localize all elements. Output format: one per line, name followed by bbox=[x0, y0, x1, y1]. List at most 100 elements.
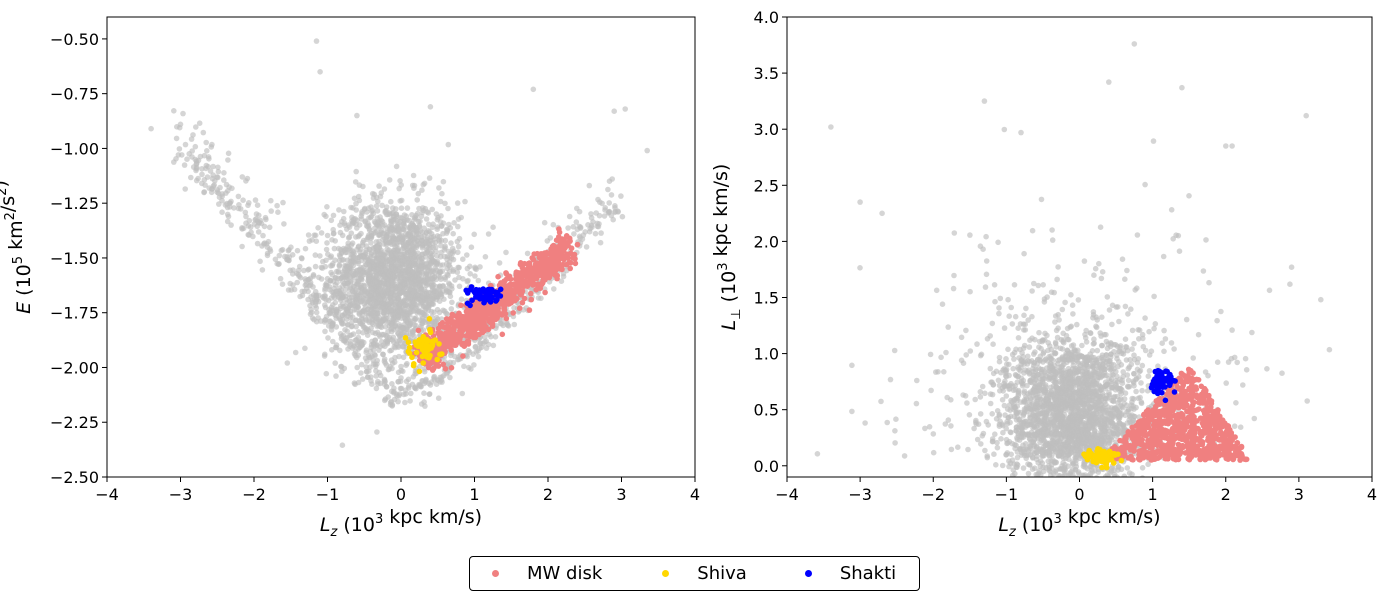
halo-point bbox=[373, 368, 379, 374]
halo-point bbox=[503, 249, 509, 256]
halo-point bbox=[235, 205, 242, 212]
halo-point bbox=[227, 204, 233, 210]
halo-point bbox=[1102, 547, 1108, 553]
halo-point bbox=[379, 303, 386, 310]
halo-point bbox=[363, 364, 370, 370]
halo-point bbox=[1094, 347, 1101, 354]
halo-point bbox=[404, 253, 411, 259]
halo-point bbox=[235, 193, 242, 200]
mw-disk-point bbox=[554, 244, 560, 250]
halo-point bbox=[323, 257, 329, 264]
halo-point bbox=[344, 272, 351, 278]
halo-point bbox=[392, 322, 399, 328]
halo-point bbox=[336, 262, 343, 268]
halo-point bbox=[434, 224, 441, 230]
halo-point bbox=[998, 436, 1004, 442]
halo-point bbox=[333, 306, 339, 313]
shiva-point bbox=[413, 349, 420, 356]
halo-point bbox=[450, 267, 457, 273]
halo-point bbox=[423, 269, 430, 276]
mw-disk-point bbox=[528, 296, 535, 303]
halo-point bbox=[393, 341, 400, 348]
halo-point bbox=[364, 332, 371, 339]
halo-point bbox=[322, 328, 328, 335]
y-tick-label: −0.50 bbox=[50, 30, 99, 49]
halo-point bbox=[406, 272, 413, 279]
halo-point bbox=[315, 225, 321, 231]
halo-point bbox=[425, 276, 432, 283]
halo-point bbox=[372, 282, 379, 289]
shiva-point bbox=[406, 344, 413, 351]
halo-point bbox=[391, 274, 397, 280]
halo-point bbox=[329, 320, 336, 327]
halo-point bbox=[446, 280, 452, 287]
halo-point bbox=[331, 311, 338, 318]
halo-point bbox=[369, 190, 376, 197]
halo-point bbox=[323, 282, 330, 289]
halo-point bbox=[449, 245, 456, 252]
halo-point bbox=[462, 198, 468, 205]
halo-point bbox=[1052, 498, 1058, 504]
halo-point bbox=[239, 243, 245, 250]
halo-point bbox=[963, 327, 969, 334]
mw-disk-point bbox=[574, 241, 581, 248]
mw-disk-point bbox=[565, 239, 571, 246]
halo-point bbox=[171, 108, 177, 114]
halo-point bbox=[251, 221, 258, 227]
halo-point bbox=[456, 356, 462, 363]
mw-disk-point bbox=[565, 254, 571, 261]
halo-point bbox=[1053, 477, 1059, 483]
halo-point bbox=[322, 263, 329, 270]
halo-point bbox=[466, 364, 472, 371]
halo-point bbox=[566, 213, 573, 220]
halo-point bbox=[353, 168, 360, 175]
halo-point bbox=[326, 286, 333, 293]
mw-disk-point bbox=[545, 261, 552, 267]
halo-point bbox=[189, 148, 195, 154]
halo-point bbox=[1036, 483, 1042, 489]
halo-point bbox=[358, 370, 364, 376]
halo-point bbox=[184, 156, 190, 162]
shiva-point bbox=[410, 362, 417, 369]
halo-point bbox=[389, 381, 395, 387]
halo-point bbox=[324, 204, 330, 210]
halo-point bbox=[475, 277, 482, 284]
halo-point bbox=[192, 156, 198, 163]
halo-point bbox=[400, 310, 407, 317]
halo-point bbox=[436, 237, 442, 243]
halo-point bbox=[355, 193, 362, 200]
halo-point bbox=[272, 256, 279, 263]
halo-point bbox=[253, 211, 260, 217]
halo-point bbox=[409, 226, 416, 232]
halo-point bbox=[301, 267, 307, 274]
mw-disk-point bbox=[556, 238, 563, 244]
halo-point bbox=[323, 370, 330, 377]
halo-point bbox=[346, 262, 352, 268]
halo-point bbox=[558, 278, 565, 285]
halo-point bbox=[367, 286, 374, 292]
mw-disk-point bbox=[482, 307, 488, 314]
halo-point bbox=[406, 300, 412, 307]
halo-point bbox=[266, 224, 273, 231]
mw-disk-point bbox=[449, 311, 456, 318]
halo-point bbox=[570, 224, 577, 230]
halo-point bbox=[420, 278, 427, 285]
halo-point bbox=[606, 200, 612, 206]
halo-point bbox=[192, 143, 199, 150]
shiva-point bbox=[429, 341, 436, 347]
halo-point bbox=[280, 199, 286, 206]
halo-point bbox=[465, 277, 471, 284]
x-axis-label: Lz (103 kpc km/s) bbox=[320, 506, 482, 540]
halo-point bbox=[339, 312, 346, 319]
y-tick-label: −1.75 bbox=[50, 304, 99, 323]
halo-point bbox=[370, 341, 377, 348]
halo-point bbox=[550, 221, 557, 228]
halo-point bbox=[360, 295, 367, 302]
halo-point bbox=[440, 178, 447, 185]
halo-point bbox=[248, 229, 254, 236]
halo-point bbox=[369, 329, 376, 336]
mw-disk-point bbox=[553, 264, 560, 270]
mw-disk-point bbox=[468, 313, 475, 319]
halo-point bbox=[281, 221, 287, 227]
halo-point bbox=[1025, 353, 1031, 360]
